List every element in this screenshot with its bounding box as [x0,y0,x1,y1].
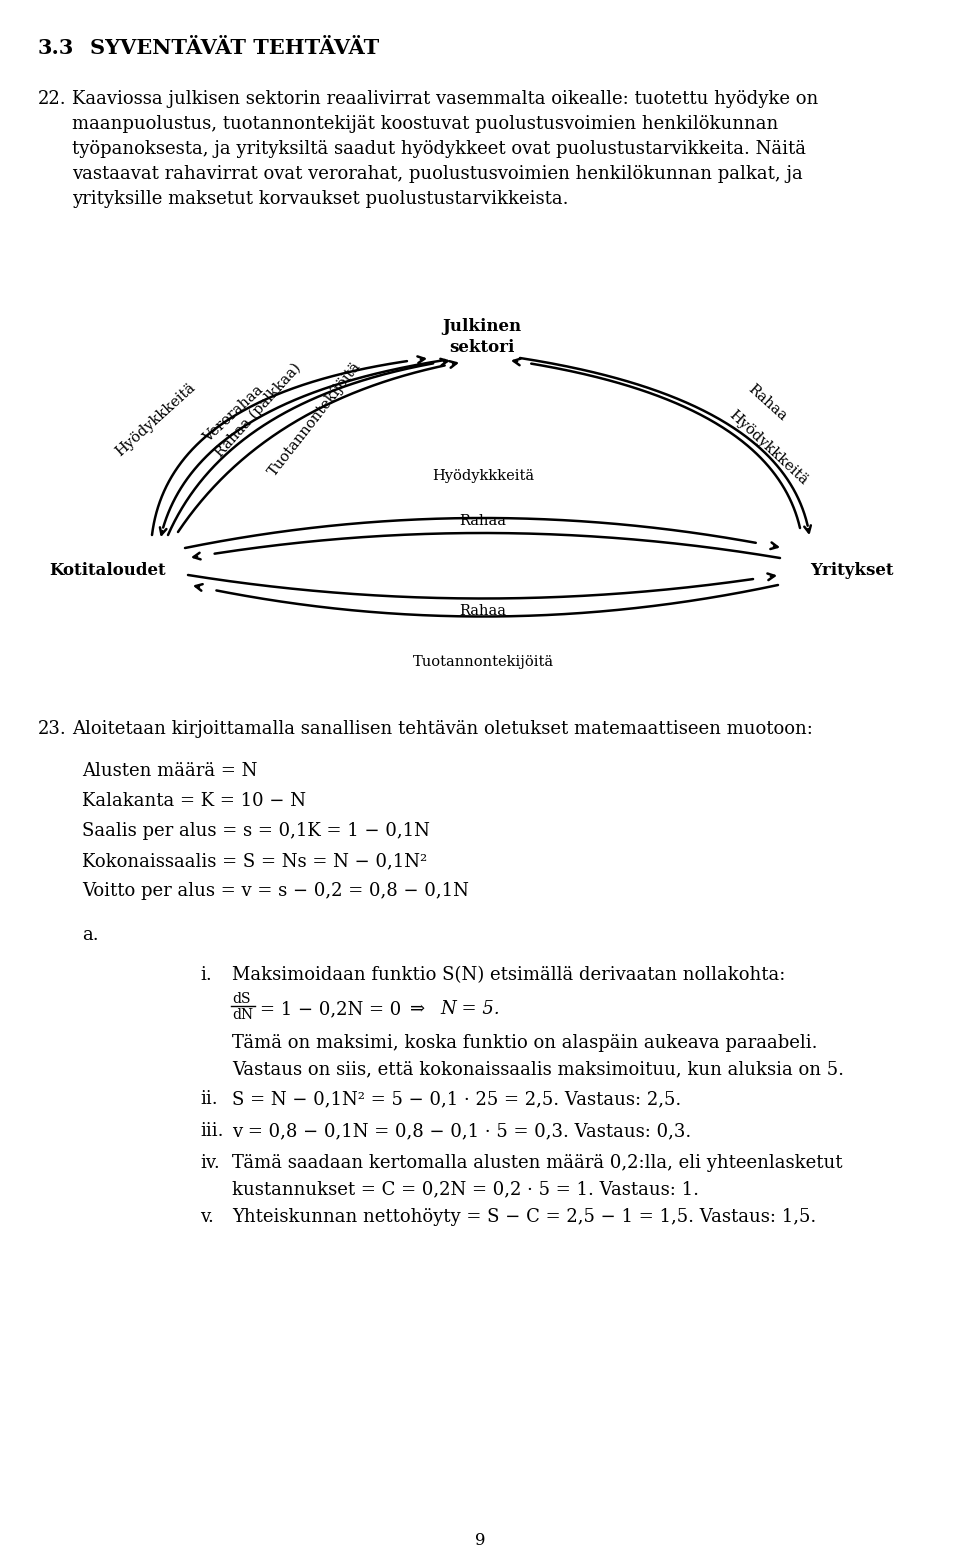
Text: Hyödykkkeitä: Hyödykkkeitä [726,407,810,487]
Text: Rahaa: Rahaa [460,604,507,618]
Text: Tuotannontekijöitä: Tuotannontekijöitä [413,654,554,668]
Text: 9: 9 [475,1531,485,1549]
Text: Vastaus on siis, että kokonaissaalis maksimoituu, kun aluksia on 5.: Vastaus on siis, että kokonaissaalis mak… [232,1060,844,1079]
Text: Verorahaa: Verorahaa [201,382,266,445]
Text: Rahaa: Rahaa [745,382,789,425]
Text: S = N − 0,1N² = 5 − 0,1 · 25 = 2,5. Vastaus: 2,5.: S = N − 0,1N² = 5 − 0,1 · 25 = 2,5. Vast… [232,1090,682,1108]
Text: SYVENTÄVÄT TEHTÄVÄT: SYVENTÄVÄT TEHTÄVÄT [90,37,379,58]
Text: dS: dS [232,991,251,1005]
Text: Alusten määrä = N: Alusten määrä = N [82,762,257,780]
Text: Yritykset: Yritykset [810,562,894,579]
Text: a.: a. [82,926,99,944]
Text: Saalis per alus = s = 0,1K = 1 − 0,1N: Saalis per alus = s = 0,1K = 1 − 0,1N [82,823,430,840]
Text: ii.: ii. [200,1090,218,1108]
Text: Tämä on maksimi, koska funktio on alaspäin aukeava paraabeli.: Tämä on maksimi, koska funktio on alaspä… [232,1033,818,1052]
Text: Kotitaloudet: Kotitaloudet [50,562,166,579]
Text: Tuotannontekijöitä: Tuotannontekijöitä [266,359,364,479]
Text: dN: dN [232,1008,253,1022]
Text: Maksimoidaan funktio S(N) etsimällä derivaatan nollakohta:: Maksimoidaan funktio S(N) etsimällä deri… [232,966,785,983]
Text: v.: v. [200,1208,214,1225]
Text: iii.: iii. [200,1122,224,1140]
Text: Tämä saadaan kertomalla alusten määrä 0,2:lla, eli yhteenlasketut: Tämä saadaan kertomalla alusten määrä 0,… [232,1154,843,1172]
Text: = 1 − 0,2N = 0: = 1 − 0,2N = 0 [260,1001,401,1018]
Text: Kaaviossa julkisen sektorin reaalivirrat vasemmalta oikealle: tuotettu hyödyke o: Kaaviossa julkisen sektorin reaalivirrat… [72,91,818,108]
Text: Kokonaissaalis = S = Ns = N − 0,1N²: Kokonaissaalis = S = Ns = N − 0,1N² [82,852,427,869]
Text: työpanoksesta, ja yrityksiltä saadut hyödykkeet ovat puolustustarvikkeita. Näitä: työpanoksesta, ja yrityksiltä saadut hyö… [72,140,806,158]
Text: iv.: iv. [200,1154,220,1172]
Text: Aloitetaan kirjoittamalla sanallisen tehtävän oletukset matemaattiseen muotoon:: Aloitetaan kirjoittamalla sanallisen teh… [72,720,813,738]
Text: Kalakanta = K = 10 − N: Kalakanta = K = 10 − N [82,791,306,810]
Text: 23.: 23. [38,720,67,738]
Text: vastaavat rahavirrat ovat verorahat, puolustusvoimien henkilökunnan palkat, ja: vastaavat rahavirrat ovat verorahat, puo… [72,165,803,183]
Text: v = 0,8 − 0,1N = 0,8 − 0,1 · 5 = 0,3. Vastaus: 0,3.: v = 0,8 − 0,1N = 0,8 − 0,1 · 5 = 0,3. Va… [232,1122,691,1140]
Text: Hyödykkkeitä: Hyödykkkeitä [432,468,534,482]
Text: Julkinen
sektori: Julkinen sektori [443,318,521,356]
Text: Rahaa (palkkaa): Rahaa (palkkaa) [212,361,304,460]
Text: Voitto per alus = v = s − 0,2 = 0,8 − 0,1N: Voitto per alus = v = s − 0,2 = 0,8 − 0,… [82,882,468,901]
Text: 3.3: 3.3 [38,37,74,58]
Text: ⇒: ⇒ [410,1001,425,1018]
Text: Hyödykkkeitä: Hyödykkkeitä [112,379,198,459]
Text: N = 5.: N = 5. [440,1001,499,1018]
Text: 22.: 22. [38,91,66,108]
Text: Rahaa: Rahaa [460,514,507,528]
Text: maanpuolustus, tuotannontekijät koostuvat puolustusvoimien henkilökunnan: maanpuolustus, tuotannontekijät koostuva… [72,116,779,133]
Text: i.: i. [200,966,212,983]
Text: kustannukset = C = 0,2N = 0,2 · 5 = 1. Vastaus: 1.: kustannukset = C = 0,2N = 0,2 · 5 = 1. V… [232,1180,699,1197]
Text: Yhteiskunnan nettohöyty = S − C = 2,5 − 1 = 1,5. Vastaus: 1,5.: Yhteiskunnan nettohöyty = S − C = 2,5 − … [232,1208,816,1225]
Text: yrityksille maksetut korvaukset puolustustarvikkeista.: yrityksille maksetut korvaukset puolustu… [72,190,568,208]
